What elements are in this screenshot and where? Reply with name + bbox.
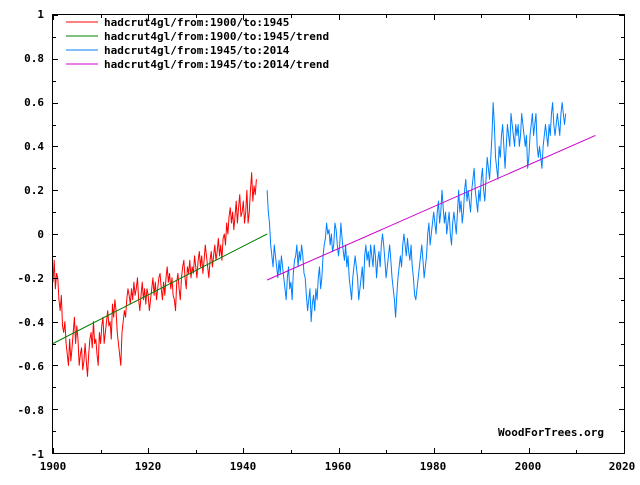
y-tick-label: -0.8 (18, 404, 45, 417)
x-tick-label: 1960 (325, 460, 352, 473)
x-tick-label: 2020 (609, 460, 636, 473)
y-tick-label: -1 (31, 448, 45, 461)
x-tick-label: 1900 (40, 460, 67, 473)
legend-label: hadcrut4gl/from:1900/to:1945/trend (104, 30, 329, 43)
series-line-0 (52, 172, 257, 377)
credit-label[interactable]: WoodForTrees.org (498, 426, 604, 439)
y-axis-ticks (53, 15, 624, 454)
legend-label: hadcrut4gl/from:1900/to:1945 (104, 16, 289, 29)
series-line-2 (266, 102, 567, 323)
data-layer (52, 102, 596, 377)
plot-frame (52, 14, 625, 454)
x-tick-label: 2000 (515, 460, 542, 473)
x-tick-label: 1980 (420, 460, 447, 473)
y-tick-label: 0.8 (24, 52, 44, 65)
y-tick-label: 0.6 (24, 96, 44, 109)
x-axis-ticks (53, 15, 625, 453)
y-tick-label: 0 (37, 228, 44, 241)
series-line-3 (266, 134, 596, 281)
x-tick-label: 1920 (135, 460, 162, 473)
y-tick-label: 0.4 (24, 140, 44, 153)
y-tick-label: 1 (37, 8, 44, 21)
x-tick-label: 1940 (230, 460, 257, 473)
legend: hadcrut4gl/from:1900/to:1945 hadcrut4gl/… (66, 16, 329, 71)
legend-label: hadcrut4gl/from:1945/to:2014/trend (104, 58, 329, 71)
y-tick-label: -0.6 (18, 360, 45, 373)
y-tick-label: -0.2 (18, 272, 45, 285)
y-tick-label: 0.2 (24, 184, 44, 197)
series-line-1 (52, 233, 268, 344)
y-tick-label: -0.4 (18, 316, 45, 329)
y-axis-labels: 1 0.8 0.6 0.4 0.2 0 -0.2 -0.4 -0.6 -0.8 … (18, 8, 45, 461)
x-axis-labels: 1900 1920 1940 1960 1980 2000 2020 (40, 460, 636, 473)
legend-label: hadcrut4gl/from:1945/to:2014 (104, 44, 290, 57)
